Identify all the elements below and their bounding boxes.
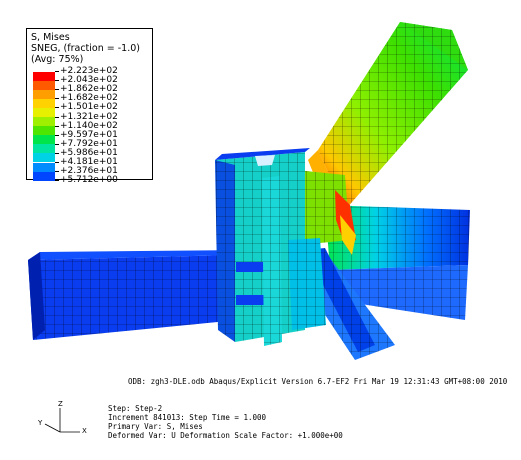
increment-line: Increment 841013: Step Time = 1.000 (108, 413, 267, 422)
legend-value: +5.986e+01 (60, 147, 118, 158)
legend-tick (55, 116, 59, 118)
legend-value: +1.501e+02 (60, 102, 118, 113)
legend-swatch (33, 117, 55, 127)
triad-z-label: Z (58, 400, 63, 408)
legend-tick (55, 162, 59, 163)
legend-value: +1.682e+02 (60, 93, 118, 104)
column (215, 148, 310, 342)
triad-x-label: X (82, 427, 87, 435)
deformed-var-line: Deformed Var: U Deformation Scale Factor… (108, 431, 343, 440)
legend-value: +9.597e+01 (60, 129, 118, 140)
odb-info-line: ODB: zgh3-DLE.odb Abaqus/Explicit Versio… (128, 377, 508, 386)
contour-legend: S, Mises SNEG, (fraction = -1.0) (Avg: 7… (26, 28, 153, 185)
legend-swatch (33, 107, 55, 117)
legend-tick (55, 180, 59, 182)
legend-swatch (33, 80, 55, 90)
stiffener-plate (262, 176, 282, 346)
legend-value: +4.181e+01 (60, 157, 118, 167)
legend-tick (55, 71, 59, 72)
legend-swatch (33, 71, 55, 81)
left-beam (28, 250, 250, 340)
legend-value: +2.376e+01 (60, 166, 118, 177)
legend-tick (55, 152, 59, 154)
legend-swatch (33, 153, 55, 163)
right-beam (325, 205, 470, 320)
legend-value: +1.140e+02 (60, 120, 118, 131)
legend-value: +7.792e+01 (60, 138, 118, 149)
legend-title-line-2: SNEG, (fraction = -1.0) (31, 43, 140, 54)
step-line: Step: Step-2 (108, 404, 163, 413)
legend-tick (55, 134, 59, 136)
legend-tick (55, 80, 59, 82)
triad-y-label: Y (38, 419, 43, 427)
legend-swatch (33, 171, 55, 181)
joint-panel (296, 170, 356, 255)
legend-value: +2.043e+02 (60, 75, 118, 86)
legend-tick (55, 171, 59, 173)
legend-tick (55, 125, 59, 127)
legend-title-line-3: (Avg: 75%) (31, 54, 84, 65)
lower-member (288, 238, 326, 330)
legend-tick (55, 143, 59, 145)
legend-tick (55, 107, 59, 109)
legend-swatch (33, 162, 55, 172)
legend-swatch (33, 98, 55, 108)
legend-value: +1.862e+02 (60, 84, 118, 95)
legend-value: +2.223e+02 (60, 66, 118, 76)
legend-title-line-1: S, Mises (31, 32, 70, 43)
legend-value: +5.712e+00 (60, 175, 118, 186)
axis-triad (44, 408, 80, 433)
legend-swatch (33, 135, 55, 145)
legend-swatch (33, 144, 55, 154)
legend-tick (55, 89, 59, 91)
legend-swatch (33, 126, 55, 136)
legend-value: +1.321e+02 (60, 111, 118, 122)
legend-tick (55, 98, 59, 100)
legend-swatch (33, 89, 55, 99)
primary-var-line: Primary Var: S, Mises (108, 422, 203, 431)
